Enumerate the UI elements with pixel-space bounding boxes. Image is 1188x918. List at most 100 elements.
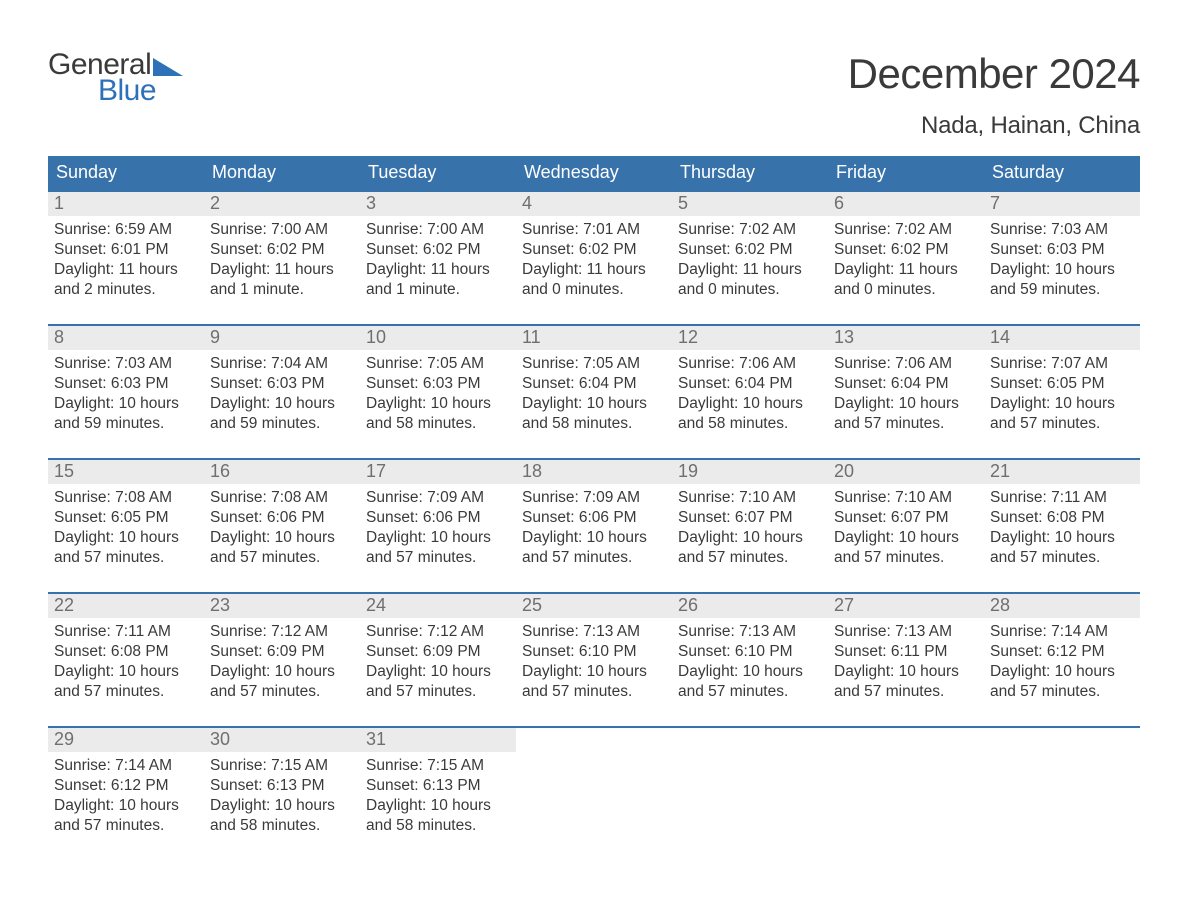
- day-cell: 16Sunrise: 7:08 AMSunset: 6:06 PMDayligh…: [204, 460, 360, 570]
- sunrise-line: Sunrise: 7:00 AM: [210, 220, 354, 240]
- weekday-header-row: SundayMondayTuesdayWednesdayThursdayFrid…: [48, 156, 1140, 190]
- sunrise-line: Sunrise: 7:03 AM: [54, 354, 198, 374]
- daylight-line: Daylight: 10 hours and 57 minutes.: [834, 394, 978, 434]
- day-body: Sunrise: 7:15 AMSunset: 6:13 PMDaylight:…: [360, 752, 516, 837]
- day-number: 2: [204, 192, 360, 216]
- day-cell: 31Sunrise: 7:15 AMSunset: 6:13 PMDayligh…: [360, 728, 516, 838]
- daylight-line: Daylight: 10 hours and 58 minutes.: [522, 394, 666, 434]
- sunrise-line: Sunrise: 7:09 AM: [366, 488, 510, 508]
- day-body: Sunrise: 7:01 AMSunset: 6:02 PMDaylight:…: [516, 216, 672, 301]
- daylight-line: Daylight: 10 hours and 58 minutes.: [678, 394, 822, 434]
- day-number: 16: [204, 460, 360, 484]
- sunrise-line: Sunrise: 7:14 AM: [54, 756, 198, 776]
- day-number: 25: [516, 594, 672, 618]
- day-body: Sunrise: 7:15 AMSunset: 6:13 PMDaylight:…: [204, 752, 360, 837]
- daylight-line: Daylight: 10 hours and 57 minutes.: [990, 662, 1134, 702]
- day-cell: [984, 728, 1140, 838]
- day-cell: [828, 728, 984, 838]
- sunset-line: Sunset: 6:10 PM: [678, 642, 822, 662]
- daylight-line: Daylight: 10 hours and 57 minutes.: [54, 662, 198, 702]
- month-title: December 2024: [848, 50, 1140, 98]
- sunset-line: Sunset: 6:10 PM: [522, 642, 666, 662]
- day-number: 11: [516, 326, 672, 350]
- day-number: 28: [984, 594, 1140, 618]
- day-number: 14: [984, 326, 1140, 350]
- weekday-header: Sunday: [48, 156, 204, 190]
- sunset-line: Sunset: 6:02 PM: [210, 240, 354, 260]
- day-cell: 23Sunrise: 7:12 AMSunset: 6:09 PMDayligh…: [204, 594, 360, 704]
- day-body: Sunrise: 7:14 AMSunset: 6:12 PMDaylight:…: [48, 752, 204, 837]
- sunrise-line: Sunrise: 7:04 AM: [210, 354, 354, 374]
- sunset-line: Sunset: 6:02 PM: [678, 240, 822, 260]
- weekday-header: Thursday: [672, 156, 828, 190]
- day-body: Sunrise: 7:03 AMSunset: 6:03 PMDaylight:…: [48, 350, 204, 435]
- day-number: 19: [672, 460, 828, 484]
- sunrise-line: Sunrise: 7:10 AM: [834, 488, 978, 508]
- day-cell: 1Sunrise: 6:59 AMSunset: 6:01 PMDaylight…: [48, 192, 204, 302]
- sunrise-line: Sunrise: 7:02 AM: [834, 220, 978, 240]
- daylight-line: Daylight: 10 hours and 59 minutes.: [210, 394, 354, 434]
- title-block: December 2024 Nada, Hainan, China: [848, 50, 1140, 140]
- day-cell: 24Sunrise: 7:12 AMSunset: 6:09 PMDayligh…: [360, 594, 516, 704]
- day-body: Sunrise: 7:11 AMSunset: 6:08 PMDaylight:…: [984, 484, 1140, 569]
- day-cell: 3Sunrise: 7:00 AMSunset: 6:02 PMDaylight…: [360, 192, 516, 302]
- sunrise-line: Sunrise: 7:15 AM: [210, 756, 354, 776]
- day-cell: 15Sunrise: 7:08 AMSunset: 6:05 PMDayligh…: [48, 460, 204, 570]
- day-cell: 19Sunrise: 7:10 AMSunset: 6:07 PMDayligh…: [672, 460, 828, 570]
- day-cell: 29Sunrise: 7:14 AMSunset: 6:12 PMDayligh…: [48, 728, 204, 838]
- daylight-line: Daylight: 11 hours and 0 minutes.: [834, 260, 978, 300]
- day-cell: 22Sunrise: 7:11 AMSunset: 6:08 PMDayligh…: [48, 594, 204, 704]
- sunrise-line: Sunrise: 7:10 AM: [678, 488, 822, 508]
- logo-triangle-icon: [153, 58, 183, 76]
- day-body: Sunrise: 7:09 AMSunset: 6:06 PMDaylight:…: [516, 484, 672, 569]
- day-cell: 10Sunrise: 7:05 AMSunset: 6:03 PMDayligh…: [360, 326, 516, 436]
- weekday-header: Saturday: [984, 156, 1140, 190]
- sunset-line: Sunset: 6:06 PM: [210, 508, 354, 528]
- daylight-line: Daylight: 10 hours and 57 minutes.: [990, 528, 1134, 568]
- sunset-line: Sunset: 6:01 PM: [54, 240, 198, 260]
- day-body: Sunrise: 7:02 AMSunset: 6:02 PMDaylight:…: [828, 216, 984, 301]
- day-number: 12: [672, 326, 828, 350]
- day-number: 3: [360, 192, 516, 216]
- sunrise-line: Sunrise: 7:06 AM: [678, 354, 822, 374]
- sunset-line: Sunset: 6:12 PM: [54, 776, 198, 796]
- day-body: Sunrise: 7:08 AMSunset: 6:06 PMDaylight:…: [204, 484, 360, 569]
- day-number: 17: [360, 460, 516, 484]
- day-body: Sunrise: 7:06 AMSunset: 6:04 PMDaylight:…: [672, 350, 828, 435]
- day-number: 24: [360, 594, 516, 618]
- daylight-line: Daylight: 10 hours and 57 minutes.: [834, 528, 978, 568]
- sunset-line: Sunset: 6:13 PM: [366, 776, 510, 796]
- daylight-line: Daylight: 11 hours and 1 minute.: [366, 260, 510, 300]
- daylight-line: Daylight: 10 hours and 57 minutes.: [210, 662, 354, 702]
- weekday-header: Tuesday: [360, 156, 516, 190]
- daylight-line: Daylight: 10 hours and 57 minutes.: [678, 662, 822, 702]
- daylight-line: Daylight: 11 hours and 1 minute.: [210, 260, 354, 300]
- sunset-line: Sunset: 6:06 PM: [366, 508, 510, 528]
- day-cell: 13Sunrise: 7:06 AMSunset: 6:04 PMDayligh…: [828, 326, 984, 436]
- day-body: Sunrise: 7:03 AMSunset: 6:03 PMDaylight:…: [984, 216, 1140, 301]
- sunset-line: Sunset: 6:02 PM: [522, 240, 666, 260]
- day-number: 15: [48, 460, 204, 484]
- sunset-line: Sunset: 6:04 PM: [834, 374, 978, 394]
- day-number: 30: [204, 728, 360, 752]
- day-body: Sunrise: 7:10 AMSunset: 6:07 PMDaylight:…: [828, 484, 984, 569]
- day-body: Sunrise: 7:05 AMSunset: 6:04 PMDaylight:…: [516, 350, 672, 435]
- sunrise-line: Sunrise: 7:08 AM: [210, 488, 354, 508]
- daylight-line: Daylight: 10 hours and 57 minutes.: [366, 528, 510, 568]
- daylight-line: Daylight: 10 hours and 58 minutes.: [210, 796, 354, 836]
- day-body: Sunrise: 7:00 AMSunset: 6:02 PMDaylight:…: [360, 216, 516, 301]
- daylight-line: Daylight: 10 hours and 57 minutes.: [54, 528, 198, 568]
- day-body: Sunrise: 7:10 AMSunset: 6:07 PMDaylight:…: [672, 484, 828, 569]
- day-number: 6: [828, 192, 984, 216]
- day-cell: [516, 728, 672, 838]
- day-number: 10: [360, 326, 516, 350]
- sunrise-line: Sunrise: 7:12 AM: [366, 622, 510, 642]
- weekday-header: Monday: [204, 156, 360, 190]
- day-cell: 8Sunrise: 7:03 AMSunset: 6:03 PMDaylight…: [48, 326, 204, 436]
- day-number: 26: [672, 594, 828, 618]
- sunset-line: Sunset: 6:08 PM: [990, 508, 1134, 528]
- sunset-line: Sunset: 6:11 PM: [834, 642, 978, 662]
- day-cell: 12Sunrise: 7:06 AMSunset: 6:04 PMDayligh…: [672, 326, 828, 436]
- day-cell: 26Sunrise: 7:13 AMSunset: 6:10 PMDayligh…: [672, 594, 828, 704]
- day-body: Sunrise: 7:07 AMSunset: 6:05 PMDaylight:…: [984, 350, 1140, 435]
